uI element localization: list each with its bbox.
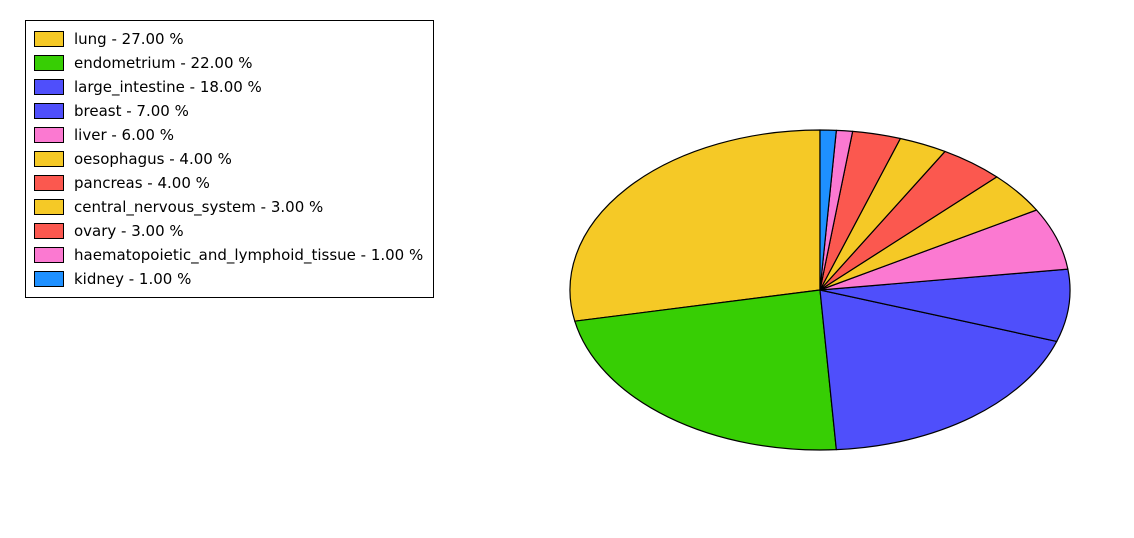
legend-item: pancreas - 4.00 % (34, 171, 423, 195)
legend-item: ovary - 3.00 % (34, 219, 423, 243)
legend-label: endometrium - 22.00 % (74, 54, 253, 72)
legend-label: liver - 6.00 % (74, 126, 174, 144)
legend-swatch (34, 103, 64, 119)
legend-item: endometrium - 22.00 % (34, 51, 423, 75)
legend-swatch (34, 79, 64, 95)
legend-label: oesophagus - 4.00 % (74, 150, 232, 168)
legend: lung - 27.00 % endometrium - 22.00 % large… (25, 20, 434, 298)
legend-label: pancreas - 4.00 % (74, 174, 210, 192)
legend-swatch (34, 271, 64, 287)
legend-label: kidney - 1.00 % (74, 270, 191, 288)
legend-swatch (34, 127, 64, 143)
legend-swatch (34, 55, 64, 71)
legend-item: central_nervous_system - 3.00 % (34, 195, 423, 219)
legend-label: lung - 27.00 % (74, 30, 184, 48)
legend-label: large_intestine - 18.00 % (74, 78, 262, 96)
legend-swatch (34, 31, 64, 47)
legend-label: ovary - 3.00 % (74, 222, 184, 240)
legend-item: oesophagus - 4.00 % (34, 147, 423, 171)
legend-item: lung - 27.00 % (34, 27, 423, 51)
legend-item: haematopoietic_and_lymphoid_tissue - 1.0… (34, 243, 423, 267)
legend-item: large_intestine - 18.00 % (34, 75, 423, 99)
legend-label: haematopoietic_and_lymphoid_tissue - 1.0… (74, 246, 423, 264)
legend-item: breast - 7.00 % (34, 99, 423, 123)
legend-label: central_nervous_system - 3.00 % (74, 198, 323, 216)
legend-swatch (34, 223, 64, 239)
pie-slice-lung (570, 130, 820, 321)
pie-chart (560, 110, 1080, 510)
legend-label: breast - 7.00 % (74, 102, 189, 120)
legend-swatch (34, 199, 64, 215)
legend-item: liver - 6.00 % (34, 123, 423, 147)
legend-swatch (34, 247, 64, 263)
legend-swatch (34, 151, 64, 167)
legend-item: kidney - 1.00 % (34, 267, 423, 291)
legend-swatch (34, 175, 64, 191)
chart-container: lung - 27.00 % endometrium - 22.00 % large… (0, 0, 1134, 538)
